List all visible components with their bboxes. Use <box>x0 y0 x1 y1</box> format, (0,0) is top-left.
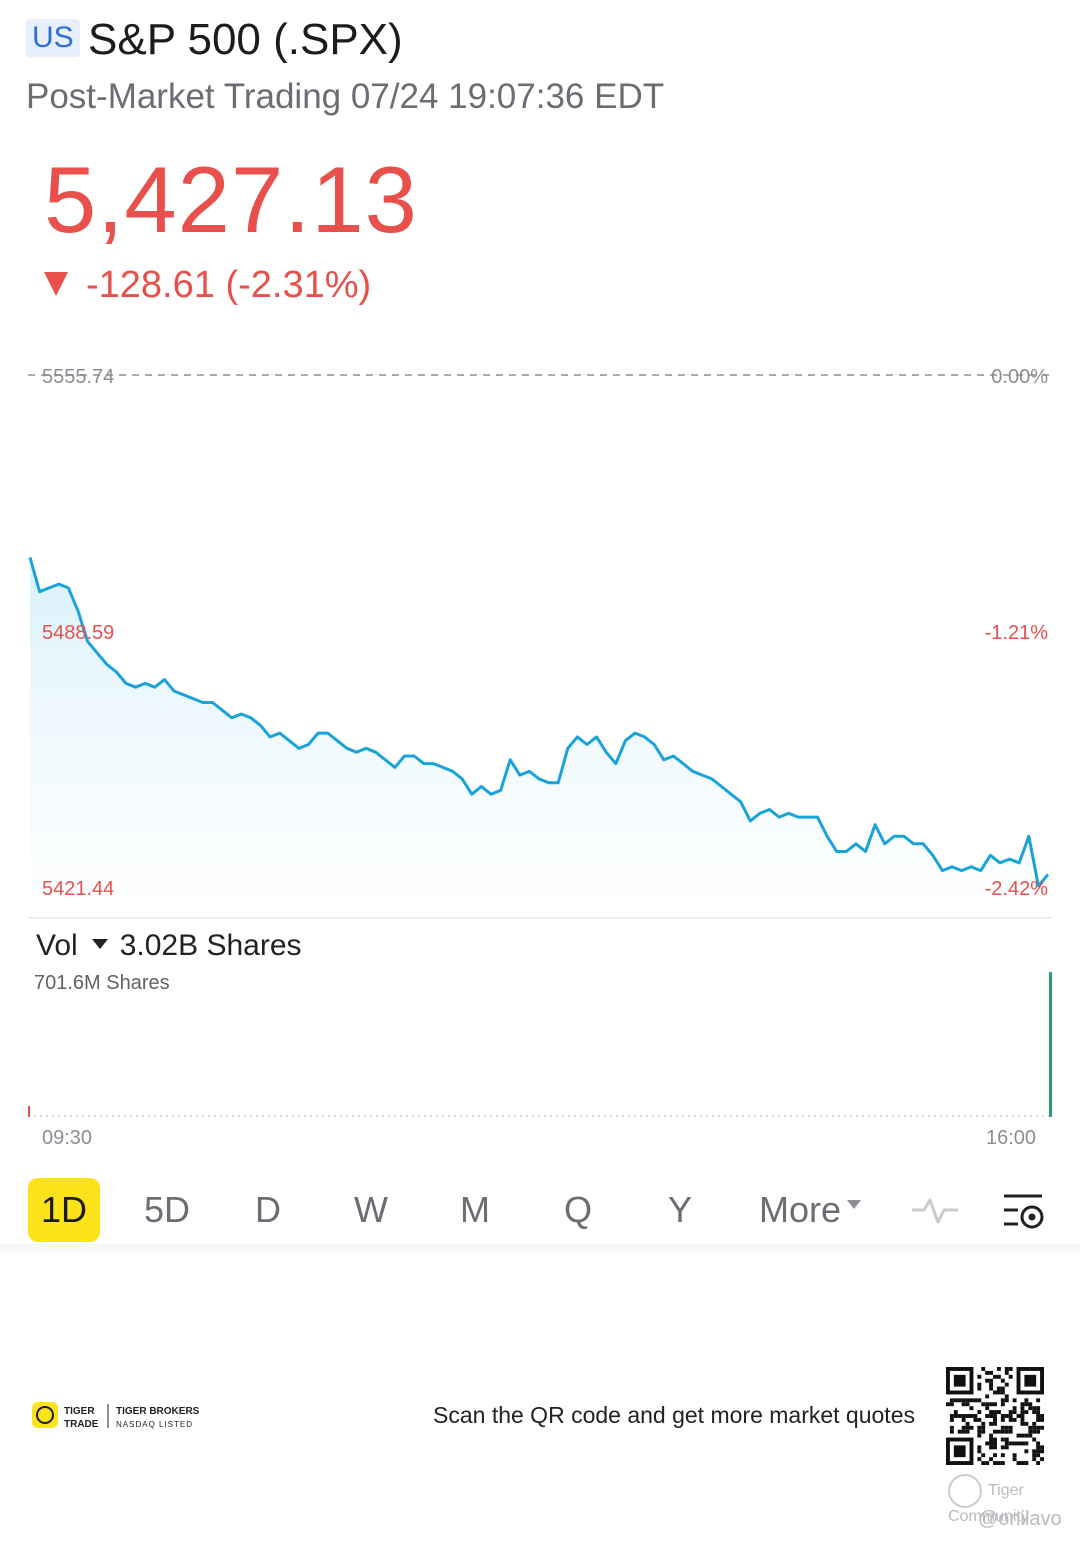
brand-tiger-brokers: TIGER BROKERS <box>116 1406 200 1417</box>
region-badge: US <box>26 19 80 57</box>
brand-tiger-trade-bottom: TRADE <box>64 1419 99 1430</box>
qr-code[interactable] <box>946 1367 1044 1465</box>
more-caret-icon <box>847 1199 862 1209</box>
period-more[interactable]: More <box>752 1178 868 1242</box>
down-arrow-icon <box>44 271 68 296</box>
price-line <box>28 556 1050 888</box>
right-axis-top: 0.00% <box>991 366 1048 388</box>
volume-indicator[interactable]: Vol 3.02B Shares <box>36 928 302 964</box>
price-change-value: -128.61 (-2.31%) <box>86 264 372 306</box>
tiger-logo: TIGER TRADE TIGER BROKERS NASDAQ LISTED <box>32 1400 202 1437</box>
price-change: -128.61 (-2.31%) <box>44 262 371 308</box>
stock-title: S&P 500 (.SPX) <box>88 15 403 64</box>
price-chart[interactable] <box>0 300 1080 940</box>
period-y[interactable]: Y <box>667 1189 692 1230</box>
period-m[interactable]: M <box>460 1189 490 1230</box>
volume-bar-open <box>28 1106 30 1117</box>
dropdown-caret-icon <box>91 939 108 950</box>
period-5d[interactable]: 5D <box>143 1189 191 1230</box>
volume-bar-close <box>1049 972 1052 1117</box>
period-q[interactable]: Q <box>563 1189 592 1230</box>
time-end-label: 16:00 <box>986 1127 1037 1149</box>
scan-prompt: Scan the QR code and get more market quo… <box>433 1402 915 1428</box>
volume-total: 3.02B Shares <box>119 929 302 962</box>
last-price: 5,427.13 <box>44 147 418 252</box>
period-d[interactable]: D <box>255 1189 281 1230</box>
line-style-icon[interactable] <box>910 1192 960 1228</box>
price-area <box>30 557 1048 918</box>
brand-tiger-trade-top: TIGER <box>64 1406 95 1417</box>
volume-indicator-label: Vol <box>36 929 78 962</box>
section-separator <box>0 1244 1080 1258</box>
time-start-label: 09:30 <box>42 1127 93 1149</box>
period-more-label: More <box>758 1189 842 1230</box>
right-axis-bottom: -2.42% <box>984 878 1048 900</box>
left-axis-top: 5555.74 <box>42 366 115 388</box>
volume-chart <box>28 972 1052 1117</box>
chart-settings-icon[interactable] <box>1000 1190 1048 1232</box>
community-logo-icon <box>948 1474 982 1508</box>
session-info: Post-Market Trading 07/24 19:07:36 EDT <box>26 77 665 116</box>
brand-nasdaq-listed: NASDAQ LISTED <box>116 1420 193 1429</box>
left-axis-mid: 5488.59 <box>42 622 115 644</box>
right-axis-mid: -1.21% <box>984 622 1048 644</box>
period-selector: 1D 5D D W M Q Y More <box>0 1178 1080 1242</box>
community-label: Tiger Community <box>948 1482 1029 1525</box>
period-1d[interactable]: 1D <box>28 1178 100 1242</box>
period-w[interactable]: W <box>354 1189 388 1230</box>
user-handle: @onilavo <box>978 1508 1062 1530</box>
volume-max-label: 701.6M Shares <box>34 972 170 994</box>
left-axis-bottom: 5421.44 <box>42 878 115 900</box>
community-watermark: Tiger Community <box>948 1474 1080 1526</box>
